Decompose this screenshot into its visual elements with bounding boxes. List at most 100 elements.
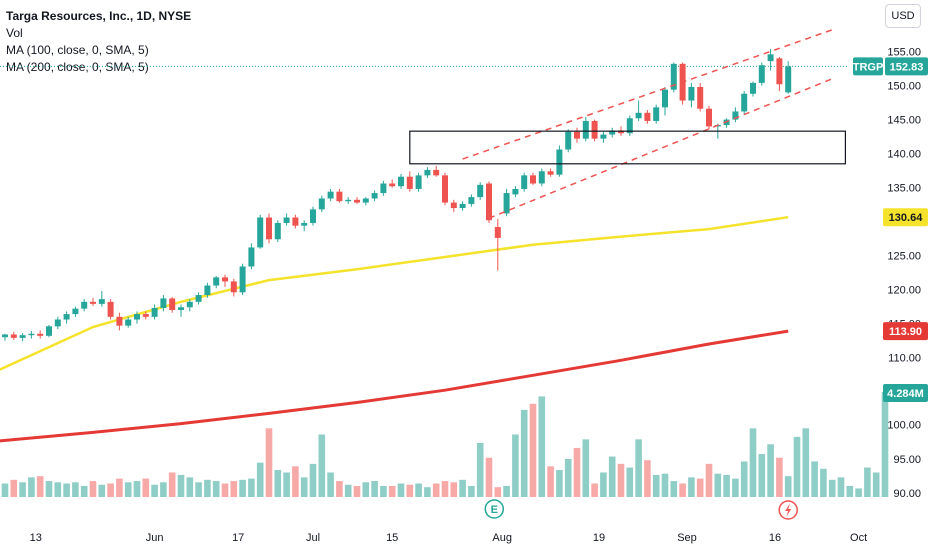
- candle-body: [609, 130, 616, 135]
- candle-body: [706, 108, 712, 127]
- candle-body: [635, 112, 642, 119]
- candle-body: [477, 184, 484, 198]
- last-price-tag: 152.83: [885, 57, 928, 76]
- volume-bar: [556, 470, 563, 497]
- volume-bar: [265, 428, 273, 497]
- candle-body: [512, 188, 519, 195]
- volume-bar: [591, 483, 598, 497]
- volume-bar: [802, 428, 810, 497]
- time-tick-label: Sep: [677, 532, 697, 544]
- ma200-line: [0, 329, 789, 443]
- volume-bar: [28, 477, 35, 497]
- candle-body: [46, 326, 52, 336]
- volume-bar: [248, 478, 255, 497]
- price-tick-label: 110.00: [888, 353, 921, 365]
- candle-body: [72, 308, 79, 315]
- volume-bar: [740, 461, 748, 497]
- volume-bar: [635, 439, 642, 497]
- candle-body: [442, 175, 448, 203]
- volume-bar: [688, 477, 695, 497]
- candle-body: [230, 281, 237, 293]
- candle-body: [459, 203, 466, 208]
- volume-bar: [600, 472, 607, 497]
- candle-body: [389, 183, 396, 187]
- candle-body: [239, 266, 246, 293]
- volume-bar: [573, 447, 581, 497]
- candle-body: [591, 120, 598, 139]
- candle-body: [486, 183, 492, 221]
- volume-bar: [441, 481, 449, 497]
- volume-bar: [564, 458, 572, 497]
- candle-body: [257, 217, 264, 248]
- volume-bar: [151, 484, 158, 497]
- candle-body: [750, 82, 756, 94]
- volume-bar: [872, 472, 880, 497]
- candle-body: [142, 314, 149, 317]
- volume-bar: [327, 472, 334, 497]
- volume-bar: [1, 483, 9, 497]
- volume-bar: [397, 483, 405, 497]
- ma100-tag: 130.64: [883, 208, 928, 227]
- candle-body: [362, 198, 369, 203]
- candle-body: [186, 301, 193, 308]
- volume-bar: [424, 487, 431, 497]
- candle-body: [37, 333, 44, 336]
- candle-body: [556, 149, 563, 175]
- volume-bar: [626, 467, 634, 497]
- time-tick-label: Jun: [146, 532, 164, 544]
- candle-body: [63, 314, 70, 320]
- time-tick-label: Oct: [850, 532, 867, 544]
- price-tick-label: 155.00: [887, 47, 921, 59]
- volume-bar: [19, 482, 26, 497]
- volume-bar: [661, 473, 669, 497]
- price-tick-label: 90.00: [893, 488, 921, 500]
- volume-bar: [494, 487, 502, 497]
- volume-bar: [362, 482, 370, 497]
- candle-body: [169, 298, 176, 310]
- volume-bar: [670, 481, 678, 497]
- candle-body: [125, 319, 132, 326]
- candle-body: [600, 134, 607, 139]
- volume-bar: [336, 481, 343, 497]
- candle-body: [28, 333, 35, 336]
- candle-body: [81, 301, 88, 309]
- volume-bar: [177, 474, 185, 497]
- volume-bar: [80, 485, 88, 497]
- candle-body: [204, 285, 211, 296]
- volume-bar: [309, 463, 317, 497]
- candle-body: [116, 316, 123, 326]
- volume-bar: [846, 485, 854, 497]
- volume-bar: [116, 478, 123, 497]
- candle-body: [406, 176, 413, 189]
- candle-body: [697, 86, 704, 109]
- volume-bar: [344, 484, 352, 497]
- volume-bar: [292, 466, 299, 497]
- volume-bar: [10, 479, 18, 497]
- volume-bar: [855, 488, 862, 497]
- candle-body: [688, 86, 695, 101]
- volume-bar: [512, 434, 519, 497]
- candle-body: [582, 120, 589, 139]
- volume-bar: [168, 472, 176, 497]
- volume-bar: [45, 481, 53, 497]
- currency-button[interactable]: USD: [885, 4, 921, 28]
- time-tick-label: 15: [386, 532, 398, 544]
- candle-body: [301, 222, 308, 226]
- time-tick-label: 16: [769, 532, 781, 544]
- dividend-marker-icon: [778, 500, 798, 520]
- price-tick-label: 150.00: [887, 81, 921, 93]
- candle-body: [283, 217, 290, 223]
- candle-body: [767, 54, 774, 62]
- candle-body: [380, 183, 387, 194]
- candle-body: [618, 130, 624, 134]
- candle-body: [468, 197, 475, 204]
- volume-bar: [644, 460, 651, 497]
- candle-body: [2, 334, 8, 338]
- volume-bar: [160, 482, 167, 497]
- price-tick-label: 100.00: [887, 420, 921, 432]
- time-tick-label: Aug: [492, 532, 512, 544]
- candle-body: [424, 169, 431, 176]
- volume-bar: [723, 474, 730, 497]
- volume-bar: [195, 482, 202, 497]
